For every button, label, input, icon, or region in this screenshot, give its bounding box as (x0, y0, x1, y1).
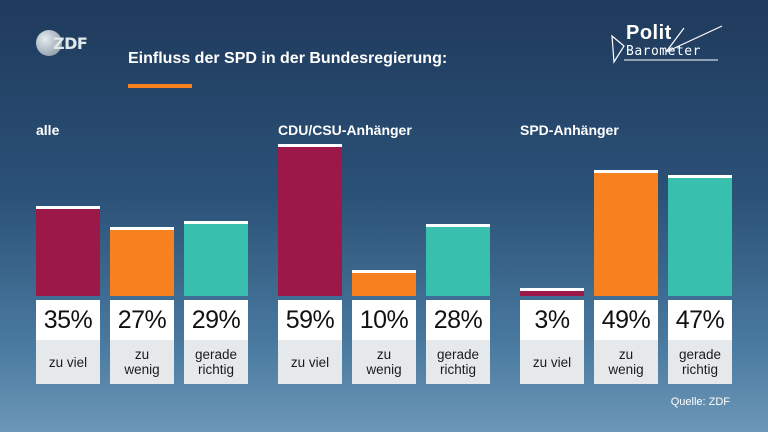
value-label: 59% (278, 300, 342, 340)
zdf-logo: ZDF (36, 30, 88, 56)
value-label: 10% (352, 300, 416, 340)
value-label: 28% (426, 300, 490, 340)
value-label: 49% (594, 300, 658, 340)
politbarometer-logo-lines (611, 25, 723, 64)
category-label: zu wenig (594, 340, 658, 384)
bar-spd-gerade-richtig (668, 175, 732, 296)
bar-spd-zu-viel (520, 288, 584, 296)
category-label: gerade richtig (426, 340, 490, 384)
value-label: 27% (110, 300, 174, 340)
group-label-cdu-csu: CDU/CSU-Anhänger (278, 122, 412, 138)
bar-cdu-csu-zu-wenig (352, 270, 416, 296)
bar-cdu-csu-gerade-richtig (426, 224, 490, 296)
politbarometer-polit: Polit (626, 22, 672, 44)
value-label: 35% (36, 300, 100, 340)
bar-cdu-csu-zu-viel (278, 144, 342, 296)
bar-alle-zu-viel (36, 206, 100, 296)
group-label-alle: alle (36, 122, 60, 138)
value-label: 29% (184, 300, 248, 340)
title-underline (128, 84, 192, 88)
bar-spd-zu-wenig (594, 170, 658, 296)
zdf-logo-icon (36, 30, 62, 56)
bar-alle-zu-wenig (110, 226, 174, 296)
category-label: zu viel (36, 340, 100, 384)
value-label: 47% (668, 300, 732, 340)
politbarometer-barometer: Barometer (626, 44, 701, 59)
value-label: 3% (520, 300, 584, 340)
zdf-logo-text: ZDF (53, 33, 88, 53)
category-label: gerade richtig (668, 340, 732, 384)
group-label-spd: SPD-Anhänger (520, 122, 619, 138)
category-label: zu wenig (352, 340, 416, 384)
chart-title: Einfluss der SPD in der Bundesregierung: (128, 50, 448, 67)
category-label: zu viel (520, 340, 584, 384)
category-label: gerade richtig (184, 340, 248, 384)
bar-alle-gerade-richtig (184, 221, 248, 296)
source-label: Quelle: ZDF (670, 396, 730, 408)
category-label: zu wenig (110, 340, 174, 384)
politbarometer-badge: Polit Barometer (606, 22, 726, 72)
category-label: zu viel (278, 340, 342, 384)
